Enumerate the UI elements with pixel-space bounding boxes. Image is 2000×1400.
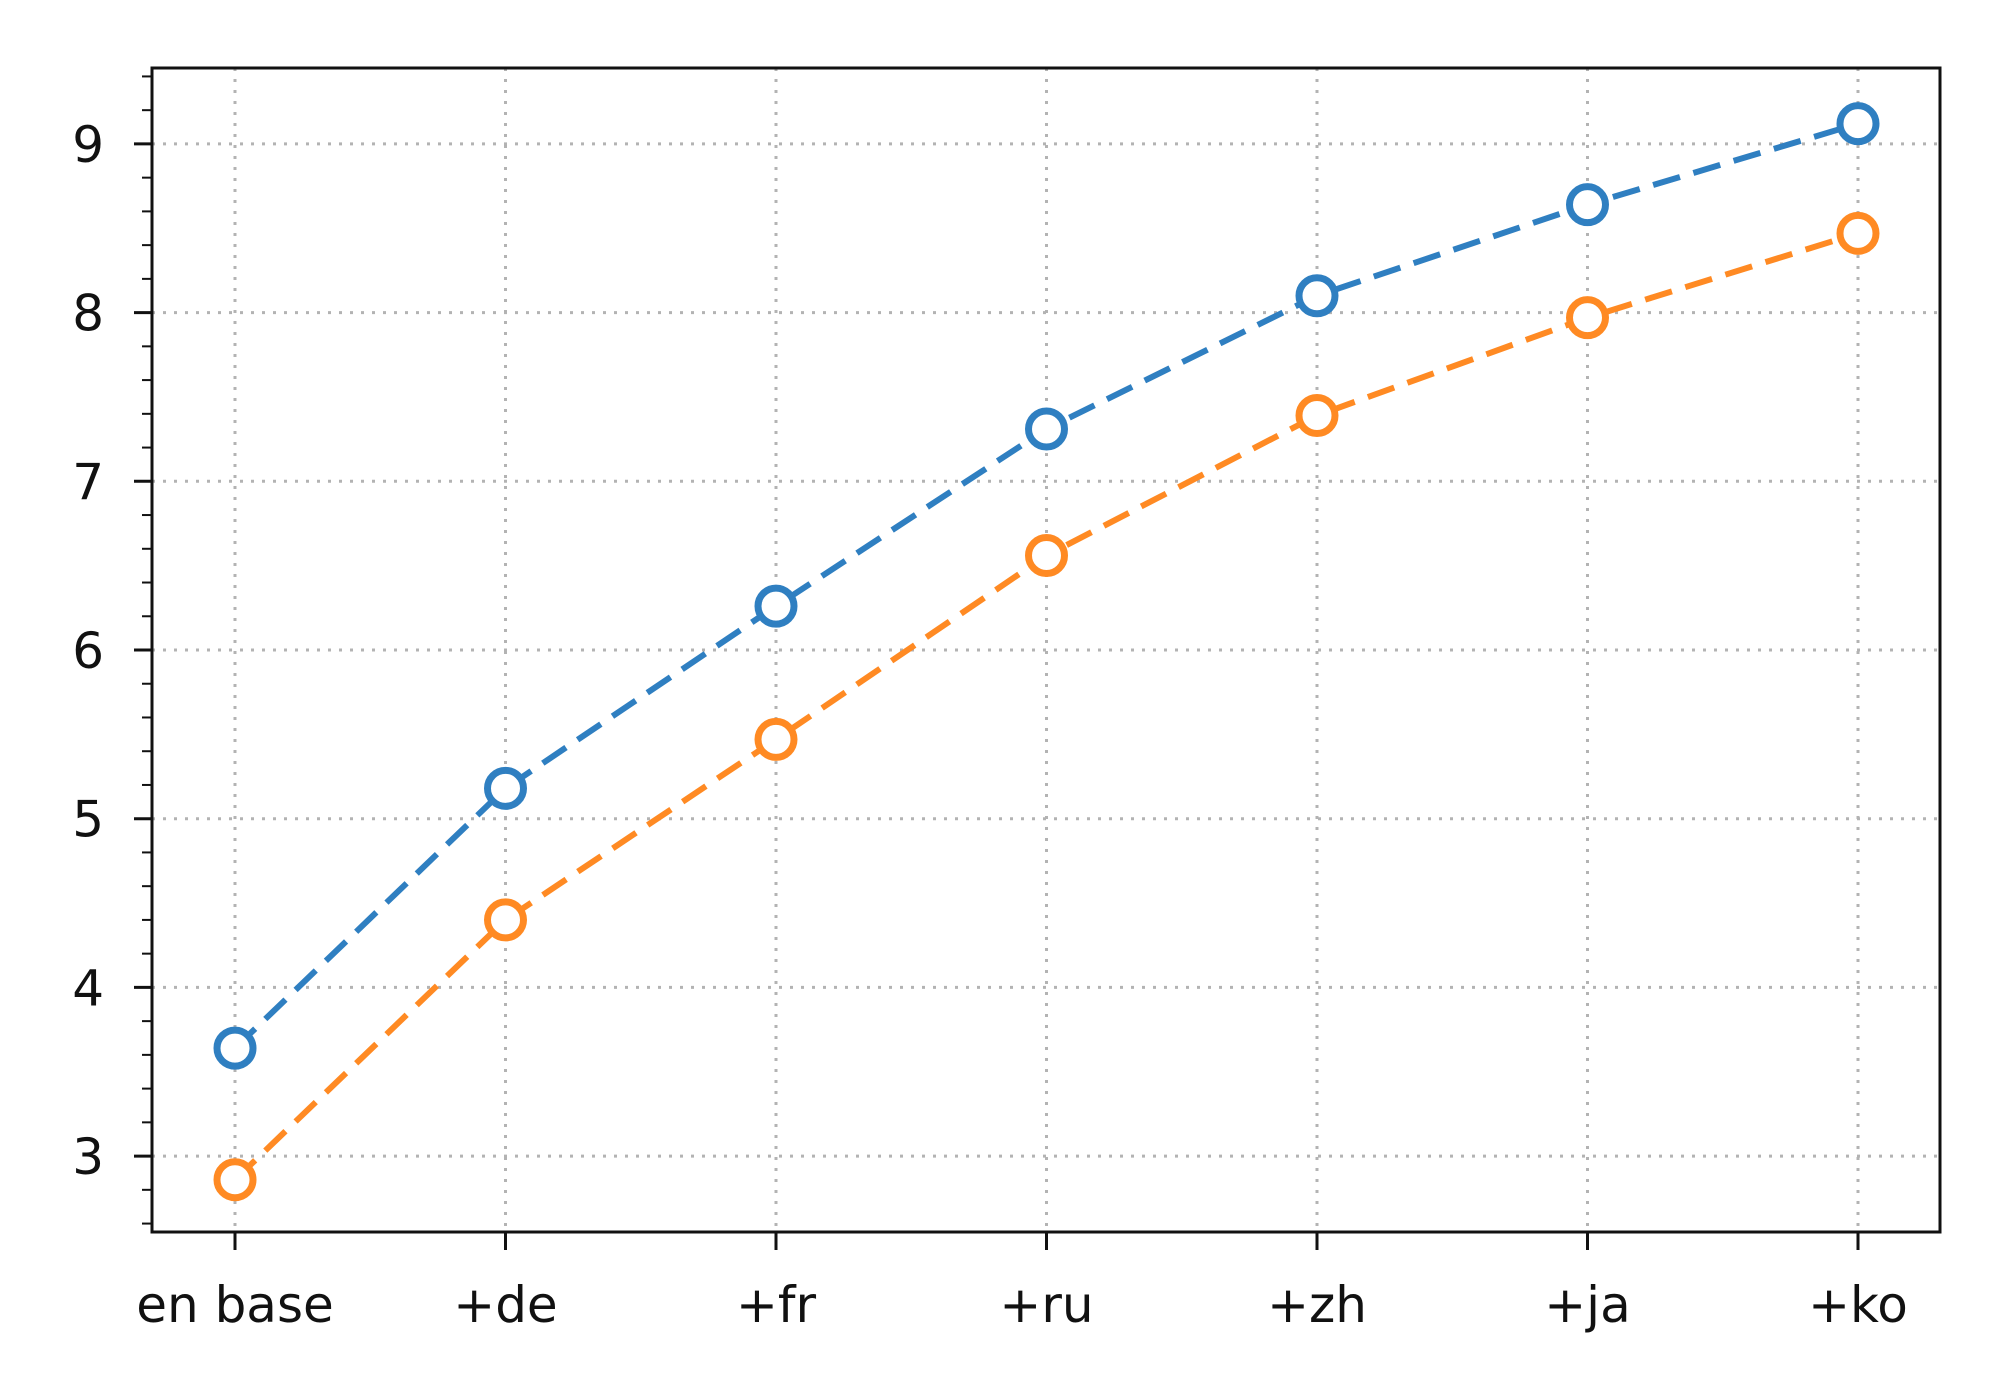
data-point-marker: [1836, 211, 1880, 255]
data-point-marker: [213, 1026, 257, 1070]
y-tick-label: 9: [72, 116, 104, 174]
x-tick-label: +zh: [1267, 1276, 1367, 1334]
x-tick-label: +ja: [1544, 1276, 1630, 1334]
data-point-marker: [1836, 102, 1880, 146]
y-tick-label: 6: [72, 622, 104, 680]
x-tick-label: +fr: [736, 1276, 816, 1334]
data-series: [213, 102, 1880, 1202]
data-point-marker: [1566, 183, 1609, 227]
series-2: [213, 211, 1880, 1202]
axes: en base +de +fr +ru +zh +ja +ko 3 4 5 6 7 8 9: [72, 75, 1908, 1334]
y-tick-label: 8: [72, 285, 104, 343]
y-tick-label: 4: [72, 959, 104, 1017]
x-tick-label: +ko: [1808, 1276, 1908, 1334]
x-tick-label: +de: [453, 1276, 557, 1334]
data-point-marker: [1025, 534, 1068, 578]
series-1: [213, 102, 1880, 1070]
y-tick-label: 5: [72, 791, 104, 849]
data-point-marker: [754, 717, 798, 761]
data-point-marker: [1295, 394, 1339, 438]
data-point-marker: [1295, 274, 1339, 318]
y-tick-label: 3: [72, 1128, 104, 1186]
data-point-marker: [754, 584, 798, 628]
x-tick-label: en base: [136, 1276, 334, 1334]
x-tick-label: +ru: [999, 1276, 1093, 1334]
data-point-marker: [484, 766, 527, 810]
data-point-marker: [1566, 296, 1609, 340]
y-tick-label: 7: [72, 453, 104, 511]
data-point-marker: [1025, 407, 1068, 451]
data-point-marker: [484, 898, 527, 942]
data-point-marker: [213, 1158, 257, 1202]
